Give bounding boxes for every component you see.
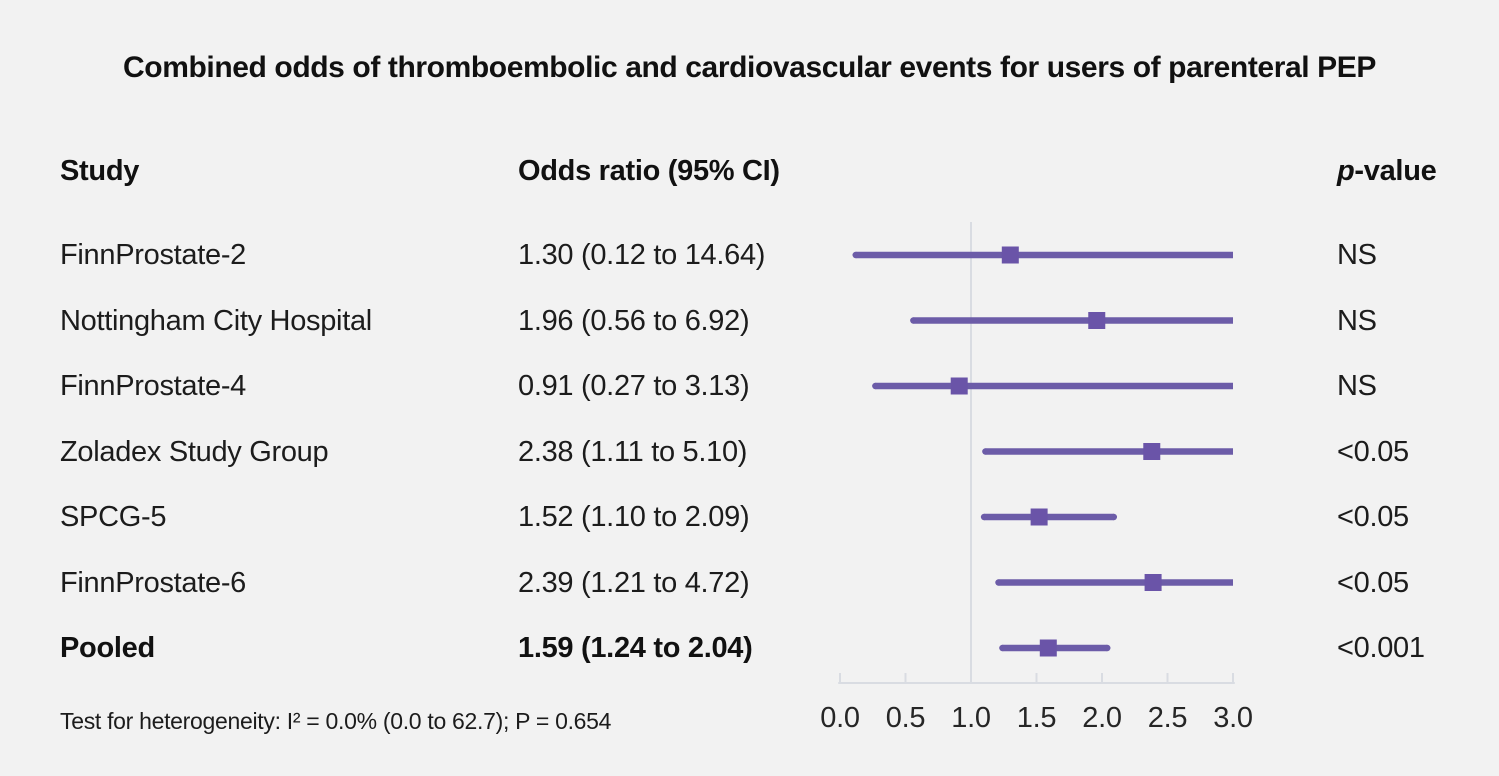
ci-cap-high [1103, 644, 1111, 652]
column-header-odds-ratio: Odds ratio (95% CI) [518, 155, 780, 187]
ci-cap-low [995, 579, 1002, 586]
study-name: FinnProstate-4 [60, 370, 246, 402]
column-header-p-value: p-value [1337, 151, 1437, 191]
odds-ratio-ci: 1.52 (1.10 to 2.09) [518, 501, 750, 533]
study-name: SPCG-5 [60, 501, 167, 533]
p-value: NS [1337, 370, 1377, 402]
ci-cap-low [910, 317, 917, 324]
column-header-study: Study [60, 155, 140, 187]
x-axis-tick-label: 2.0 [1082, 702, 1121, 734]
ci-row-finnprostate-4 [872, 377, 1233, 395]
ci-row-spcg-5 [980, 508, 1118, 526]
p-value: <0.001 [1337, 632, 1425, 664]
study-name: Nottingham City Hospital [60, 304, 372, 337]
p-value: <0.05 [1337, 435, 1409, 468]
p-value-header-rest: -value [1354, 155, 1437, 187]
chart-title: Combined odds of thromboembolic and card… [123, 51, 1376, 84]
ci-cap-low [982, 448, 989, 455]
x-axis-tick-label: 1.5 [1017, 702, 1056, 734]
odds-ratio-ci: 0.91 (0.27 to 3.13) [518, 370, 750, 402]
point-estimate-marker [1001, 246, 1019, 264]
heterogeneity-note: Test for heterogeneity: I² = 0.0% (0.0 t… [60, 708, 612, 734]
x-axis-tick-label: 2.5 [1148, 702, 1187, 734]
ci-row-finnprostate-2 [852, 246, 1233, 264]
odds-ratio-ci: 2.38 (1.11 to 5.10) [518, 435, 748, 468]
odds-ratio-ci: 2.39 (1.21 to 4.72) [518, 566, 750, 599]
p-value: NS [1337, 304, 1377, 337]
ci-cap-low [852, 251, 859, 259]
ci-cap-low [980, 513, 988, 521]
study-name: FinnProstate-6 [60, 566, 246, 599]
ci-cap-low [999, 644, 1006, 652]
study-name: Pooled [60, 632, 155, 664]
odds-ratio-ci: 1.59 (1.24 to 2.04) [518, 632, 753, 664]
point-estimate-marker [1144, 574, 1162, 591]
ci-row-zoladex-study-group [982, 443, 1233, 460]
x-axis-tick-label: 1.0 [951, 702, 990, 734]
point-estimate-marker [1030, 508, 1048, 526]
point-estimate-marker [950, 377, 968, 395]
ci-cap-low [872, 382, 879, 390]
study-name: Zoladex Study Group [60, 435, 329, 468]
p-value-header-italic-p: p [1337, 155, 1355, 187]
point-estimate-marker [1039, 639, 1057, 657]
odds-ratio-ci: 1.30 (0.12 to 14.64) [518, 239, 766, 271]
ci-cap-high [1110, 513, 1118, 521]
p-value: NS [1337, 239, 1377, 271]
x-axis-tick-label: 0.5 [886, 702, 925, 734]
p-value: <0.05 [1337, 501, 1409, 533]
p-value: <0.05 [1337, 566, 1409, 599]
ci-row-finnprostate-6 [995, 574, 1233, 591]
study-name: FinnProstate-2 [60, 239, 246, 271]
point-estimate-marker [1088, 312, 1106, 329]
x-axis-tick-label: 3.0 [1213, 702, 1252, 734]
ci-row-nottingham-city-hospital [910, 312, 1233, 329]
odds-ratio-ci: 1.96 (0.56 to 6.92) [518, 304, 750, 337]
point-estimate-marker [1143, 443, 1161, 460]
ci-row-pooled [999, 639, 1111, 657]
x-axis-tick-label: 0.0 [820, 702, 859, 734]
